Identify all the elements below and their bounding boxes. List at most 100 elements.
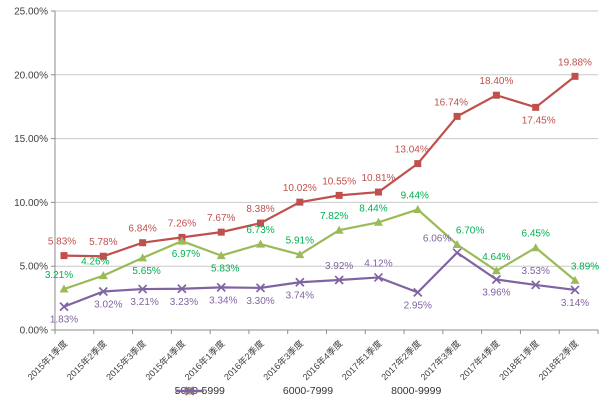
data-label: 19.88%: [558, 57, 592, 68]
data-label: 9.44%: [401, 191, 429, 202]
y-axis-label: 10.00%: [14, 198, 48, 209]
data-point-x: [334, 275, 344, 285]
data-label: 3.89%: [571, 261, 599, 272]
data-point-triangle: [373, 217, 383, 226]
data-label: 3.96%: [482, 287, 510, 298]
x-axis-label: 2016年3季度: [261, 338, 306, 383]
data-label: 6.97%: [172, 249, 200, 260]
data-label: 7.82%: [320, 211, 348, 222]
series-8000-9999: [59, 248, 580, 312]
data-point-triangle: [138, 253, 148, 262]
data-label: 3.92%: [325, 261, 353, 272]
data-point-square: [571, 72, 579, 80]
data-point-x: [570, 285, 580, 295]
x-axis-label: 2016年4季度: [300, 338, 345, 383]
legend-label: 6000-7999: [282, 385, 334, 397]
data-point-x: [491, 274, 501, 285]
y-axis-label: 5.00%: [20, 262, 48, 273]
data-point-square: [335, 191, 343, 199]
data-label: 3.21%: [130, 297, 158, 308]
data-point-square: [99, 252, 107, 260]
legend-item-8000-9999[interactable]: 8000-9999: [175, 385, 442, 397]
data-point-square: [453, 112, 461, 120]
data-label: 10.02%: [283, 183, 317, 194]
data-label: 3.02%: [94, 299, 122, 310]
legend-item-6000-7999[interactable]: 6000-7999: [175, 385, 334, 397]
series-line-5000-5999: [63, 75, 576, 258]
data-point-square: [374, 188, 382, 196]
data-label: 5.65%: [132, 266, 160, 277]
data-point-square: [217, 228, 225, 236]
data-label: 6.84%: [128, 224, 156, 235]
data-point-triangle: [491, 266, 501, 275]
x-axis-label: 2016年2季度: [221, 338, 266, 383]
data-label: 3.21%: [45, 270, 73, 281]
data-label: 18.40%: [479, 76, 513, 87]
x-axis-label: 2017年1季度: [339, 338, 384, 383]
data-label: 10.55%: [322, 176, 356, 187]
data-point-triangle: [334, 225, 344, 234]
series-line-8000-9999: [63, 251, 576, 308]
data-label: 17.45%: [522, 115, 556, 126]
x-axis-label: 2016年1季度: [182, 338, 227, 383]
data-point-triangle: [216, 251, 226, 260]
data-point-triangle: [59, 284, 69, 293]
data-point-triangle: [570, 275, 580, 284]
data-label: 5.83%: [48, 237, 76, 248]
data-label: 3.30%: [246, 296, 274, 307]
data-point-x: [531, 280, 541, 290]
data-label: 16.74%: [434, 97, 468, 108]
chart-legend: 5000-5999 6000-7999 8000-9999: [175, 385, 442, 397]
data-label: 8.38%: [246, 204, 274, 215]
data-label: 8.44%: [359, 203, 387, 214]
x-axis-label: 2015年1季度: [25, 338, 70, 383]
data-label: 7.67%: [207, 213, 235, 224]
data-point-square: [492, 91, 500, 99]
data-label: 13.04%: [395, 145, 429, 156]
data-label: 3.23%: [170, 297, 198, 308]
data-point-square: [60, 252, 68, 260]
x-axis-label: 2015年3季度: [103, 338, 148, 383]
data-point-triangle: [177, 236, 187, 245]
y-axis-label: 15.00%: [14, 134, 48, 145]
data-point-x: [452, 248, 462, 258]
data-label: 3.53%: [522, 266, 550, 277]
series-6000-7999: [59, 205, 580, 293]
x-axis-label: 2017年2季度: [379, 338, 424, 383]
data-point-x: [138, 284, 148, 294]
data-point-x: [255, 283, 266, 293]
data-label: 4.64%: [482, 252, 510, 263]
data-label: 3.34%: [209, 295, 237, 306]
legend-label: 8000-9999: [391, 385, 442, 397]
legend-x-marker-icon: [175, 386, 204, 396]
data-label: 10.81%: [362, 173, 396, 184]
data-point-triangle: [295, 250, 305, 259]
data-point-triangle: [531, 243, 541, 252]
data-label: 4.26%: [81, 257, 109, 268]
data-point-x: [373, 272, 384, 283]
x-axis-label: 2017年3季度: [418, 338, 463, 383]
data-label: 3.14%: [561, 298, 589, 309]
data-point-x: [413, 287, 423, 297]
x-axis-label: 2018年2季度: [536, 338, 581, 383]
data-point-square: [532, 103, 540, 111]
data-label: 7.26%: [168, 218, 196, 229]
data-point-square: [257, 219, 265, 227]
data-point-triangle: [98, 271, 108, 280]
y-axis-label: 0.00%: [20, 326, 48, 337]
data-label: 4.12%: [364, 258, 392, 269]
x-axis-label: 2017年4季度: [457, 338, 502, 383]
data-label: 6.73%: [246, 225, 274, 236]
series-line-6000-7999: [63, 208, 576, 291]
data-label: 6.06%: [423, 234, 451, 245]
data-point-triangle: [413, 205, 423, 214]
data-label: 5.83%: [211, 264, 239, 275]
data-point-x: [177, 284, 187, 294]
data-point-square: [139, 239, 147, 247]
data-point-triangle: [256, 239, 266, 248]
y-axis-label: 20.00%: [14, 70, 48, 81]
x-axis-label: 2015年2季度: [64, 338, 109, 383]
data-point-x: [216, 282, 226, 292]
x-axis-label: 2015年4季度: [143, 338, 188, 383]
